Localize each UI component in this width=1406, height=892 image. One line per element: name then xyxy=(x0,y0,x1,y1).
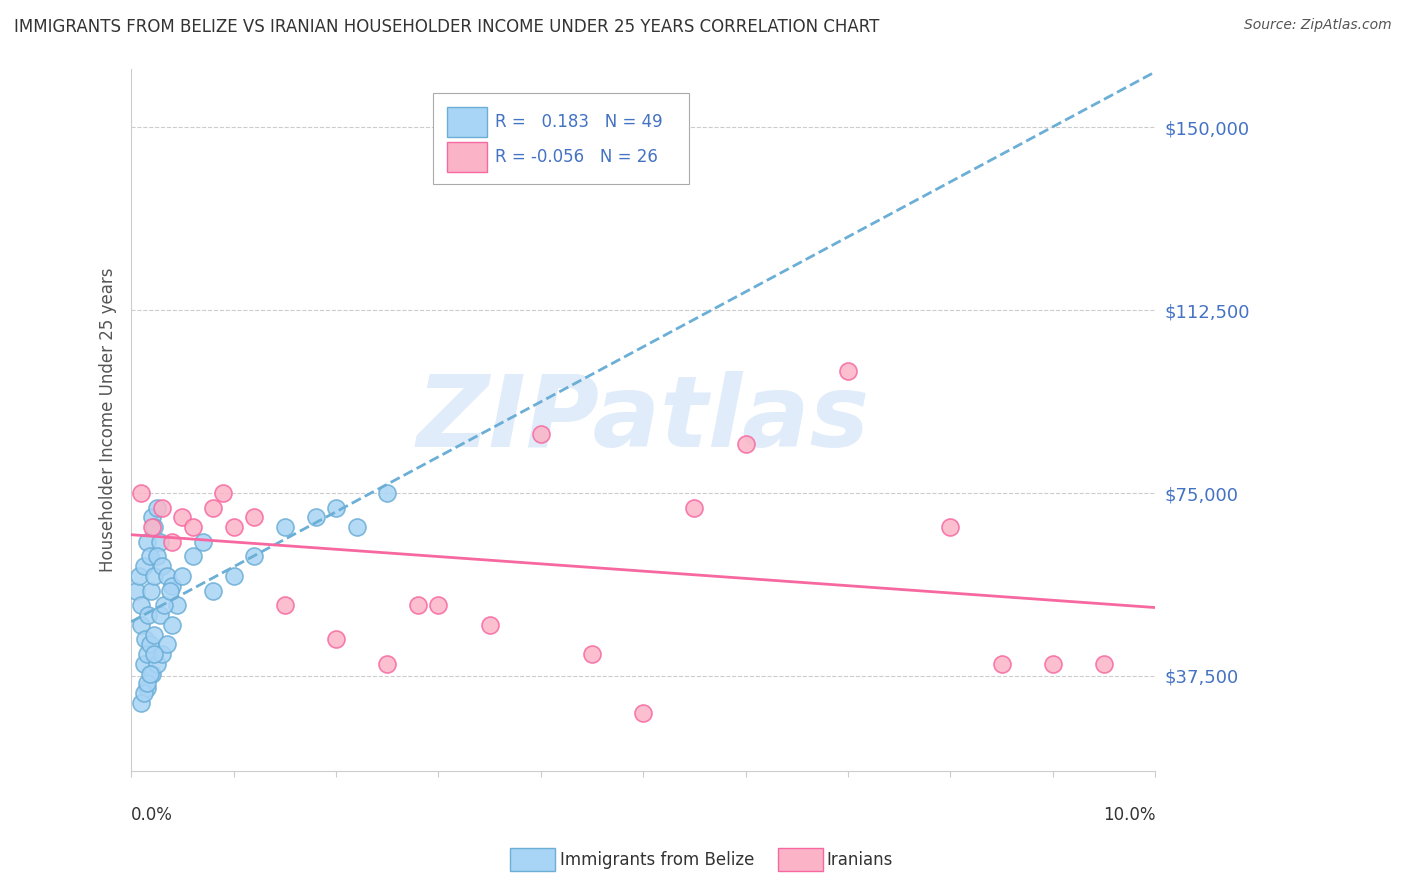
Text: 10.0%: 10.0% xyxy=(1102,806,1156,824)
FancyBboxPatch shape xyxy=(447,107,486,136)
Point xyxy=(243,549,266,564)
Text: ZIPatlas: ZIPatlas xyxy=(416,371,870,468)
Point xyxy=(243,510,266,524)
Point xyxy=(150,559,173,574)
Text: R =   0.183   N = 49: R = 0.183 N = 49 xyxy=(495,113,662,131)
Point xyxy=(530,427,553,442)
Point xyxy=(131,486,153,500)
Point xyxy=(1042,657,1064,671)
Point xyxy=(150,647,173,661)
Point xyxy=(150,500,173,515)
Point xyxy=(172,510,194,524)
Point xyxy=(734,437,756,451)
Point xyxy=(478,617,501,632)
Point xyxy=(202,583,225,598)
Point xyxy=(427,599,450,613)
Point xyxy=(139,583,162,598)
Point xyxy=(325,632,347,647)
Point xyxy=(128,569,150,583)
Point xyxy=(135,534,157,549)
Text: Immigrants from Belize: Immigrants from Belize xyxy=(560,851,754,869)
Point xyxy=(149,607,172,622)
Text: 0.0%: 0.0% xyxy=(131,806,173,824)
Point xyxy=(132,686,155,700)
Point xyxy=(304,510,326,524)
Y-axis label: Householder Income Under 25 years: Householder Income Under 25 years xyxy=(100,268,117,572)
Point xyxy=(156,569,179,583)
Point xyxy=(683,500,706,515)
Point xyxy=(138,549,160,564)
Point xyxy=(141,520,163,534)
Point xyxy=(159,583,181,598)
Point xyxy=(132,559,155,574)
Point xyxy=(212,486,235,500)
Point xyxy=(146,500,169,515)
Point xyxy=(202,500,225,515)
FancyBboxPatch shape xyxy=(433,93,689,185)
Point xyxy=(135,676,157,690)
Point xyxy=(346,520,368,534)
Point xyxy=(131,617,153,632)
Point xyxy=(160,579,183,593)
Text: Source: ZipAtlas.com: Source: ZipAtlas.com xyxy=(1244,18,1392,32)
Point xyxy=(142,647,165,661)
Point xyxy=(138,637,160,651)
Point xyxy=(141,510,163,524)
FancyBboxPatch shape xyxy=(447,143,486,172)
Point xyxy=(274,599,297,613)
Point xyxy=(146,657,169,671)
Point xyxy=(131,599,153,613)
Point xyxy=(142,627,165,641)
Point xyxy=(631,706,654,720)
Point xyxy=(142,520,165,534)
Point xyxy=(990,657,1012,671)
Point xyxy=(146,549,169,564)
Point xyxy=(134,632,156,647)
Point xyxy=(149,534,172,549)
Point xyxy=(191,534,214,549)
Point xyxy=(166,599,188,613)
Point xyxy=(172,569,194,583)
Point xyxy=(160,534,183,549)
Point xyxy=(1092,657,1115,671)
Point xyxy=(141,666,163,681)
Point xyxy=(153,599,176,613)
Point xyxy=(135,681,157,696)
Point xyxy=(138,666,160,681)
Point xyxy=(125,583,148,598)
Point xyxy=(160,617,183,632)
Point xyxy=(181,520,204,534)
Point xyxy=(142,569,165,583)
Point xyxy=(325,500,347,515)
Point xyxy=(222,520,245,534)
Point xyxy=(136,607,159,622)
Point xyxy=(939,520,962,534)
Point xyxy=(132,657,155,671)
Point xyxy=(135,647,157,661)
Point xyxy=(375,486,398,500)
Point xyxy=(181,549,204,564)
Point xyxy=(274,520,297,534)
Point xyxy=(837,364,859,378)
Point xyxy=(131,696,153,710)
Point xyxy=(156,637,179,651)
Text: Iranians: Iranians xyxy=(827,851,893,869)
Point xyxy=(406,599,429,613)
Point xyxy=(581,647,603,661)
Text: R = -0.056   N = 26: R = -0.056 N = 26 xyxy=(495,148,658,166)
Point xyxy=(375,657,398,671)
Point xyxy=(222,569,245,583)
Text: IMMIGRANTS FROM BELIZE VS IRANIAN HOUSEHOLDER INCOME UNDER 25 YEARS CORRELATION : IMMIGRANTS FROM BELIZE VS IRANIAN HOUSEH… xyxy=(14,18,879,36)
